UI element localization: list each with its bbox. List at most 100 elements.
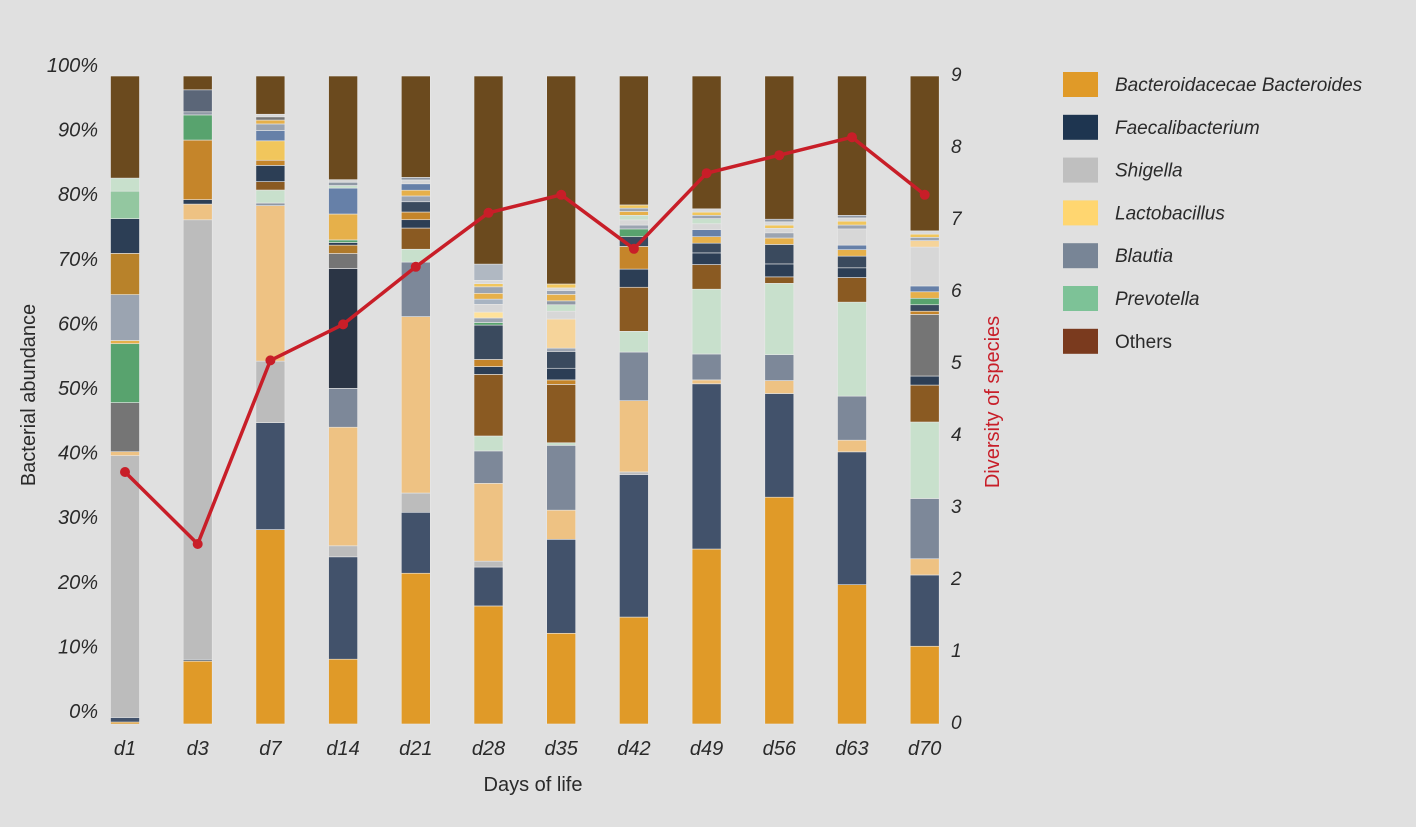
bar-segment: [255, 113, 286, 118]
bar-segment: [182, 199, 213, 205]
bar-segment: [619, 351, 649, 401]
legend-label: Lactobacillus: [1115, 203, 1225, 224]
x-tick-label: d56: [763, 738, 797, 760]
y2-tick-label: 8: [951, 137, 962, 158]
bar-segment: [400, 189, 431, 197]
bar-segment: [691, 208, 722, 213]
legend: Bacteroidacecae Bacteroides Faecalibacter…: [1063, 72, 1363, 354]
bar-segment: [255, 422, 286, 530]
bar-stack-d1: [110, 75, 140, 725]
bar-segment: [255, 75, 286, 115]
y-tick-label: 40%: [58, 443, 98, 465]
bar-segment: [110, 294, 140, 341]
diversity-point: [483, 207, 494, 218]
bar-segment: [473, 566, 504, 607]
bar-segment: [546, 304, 577, 312]
bar-segment: [473, 366, 504, 375]
bar-segment: [328, 253, 358, 269]
bar-segment: [837, 395, 867, 441]
bar-segment: [764, 393, 795, 498]
bar-segment: [909, 498, 940, 560]
legend-item: Shigella: [1063, 157, 1183, 183]
bar-segment: [400, 201, 431, 213]
bar-segment: [328, 242, 358, 246]
y-tick-label: 100%: [47, 55, 98, 77]
bar-segment: [619, 331, 649, 353]
x-tick-label: d28: [472, 738, 505, 760]
diversity-point: [701, 168, 712, 179]
bar-segment: [691, 383, 722, 550]
bar-segment: [619, 400, 649, 473]
bar-segment: [909, 375, 940, 386]
bar-segment: [546, 287, 577, 291]
bar-segment: [400, 177, 431, 181]
bar-segment: [909, 558, 940, 576]
bar-segment: [255, 205, 286, 362]
bar-segment: [473, 359, 504, 367]
bar-segment: [182, 139, 213, 201]
legend-swatch: [1063, 72, 1098, 97]
bar-segment: [619, 219, 649, 226]
y-tick-label: 90%: [58, 120, 98, 142]
bar-segment: [837, 249, 867, 257]
bar-segment: [546, 509, 577, 540]
bar-segment: [328, 658, 358, 725]
bar-segment: [400, 179, 431, 185]
bar-segment: [837, 228, 867, 246]
y2-tick-label: 0: [951, 713, 962, 734]
bar-segment: [764, 380, 795, 394]
bar-segment: [909, 574, 940, 647]
bar-segment: [691, 229, 722, 238]
bar-segment: [255, 130, 286, 142]
bar-stack-d7: [255, 75, 286, 725]
bar-segment: [691, 218, 722, 225]
bar-segment: [546, 379, 577, 385]
bar-segment: [691, 288, 722, 355]
bar-segment: [909, 297, 940, 306]
y-tick-label: 50%: [58, 378, 98, 400]
legend-label: Shigella: [1115, 161, 1183, 182]
bar-segment: [473, 560, 504, 568]
bar-stack-d14: [328, 75, 358, 725]
bar-segment: [909, 645, 940, 725]
left-axis-title: Bacterial abundance: [18, 304, 40, 486]
bar-segment: [619, 224, 649, 230]
bar-segment: [473, 263, 504, 281]
bar-segment: [473, 322, 504, 326]
y-tick-label: 30%: [58, 507, 98, 529]
bar-segment: [619, 228, 649, 238]
bar-segment: [619, 215, 649, 221]
bar-segment: [400, 492, 431, 513]
y2-tick-label: 4: [951, 425, 962, 446]
bar-segment: [546, 290, 577, 295]
y2-tick-label: 1: [951, 641, 962, 662]
bar-segment: [110, 402, 140, 453]
bar-segment: [764, 218, 795, 223]
bar-segment: [255, 159, 286, 166]
legend-swatch: [1063, 157, 1098, 183]
x-tick-label: d49: [690, 738, 723, 760]
bar-stack-d21: [400, 75, 431, 725]
bar-segment: [909, 310, 940, 315]
diversity-point: [410, 261, 421, 272]
y-tick-label: 70%: [58, 249, 98, 271]
legend-label: Prevotella: [1115, 289, 1200, 310]
bar-segment: [619, 616, 649, 725]
bar-segment: [110, 190, 140, 219]
bar-segment: [473, 280, 504, 284]
x-axis-ticks: d1 d3 d7 d14 d21 d28 d35 d42 d49 d56 d63 d70: [114, 738, 942, 760]
bar-segment: [546, 318, 577, 349]
right-axis-title: Diversity of species: [982, 316, 1004, 488]
bar-segment: [473, 374, 504, 437]
bar-segment: [400, 227, 431, 250]
diversity-line-path: [123, 135, 926, 546]
y2-tick-label: 7: [951, 209, 963, 230]
bar-segment: [328, 426, 358, 547]
bar-segment: [473, 435, 504, 452]
bar-segment: [473, 450, 504, 484]
y-tick-label: 20%: [57, 572, 98, 594]
bar-segment: [328, 181, 358, 186]
bar-segment: [255, 123, 286, 131]
bar-stacks: [110, 75, 940, 725]
